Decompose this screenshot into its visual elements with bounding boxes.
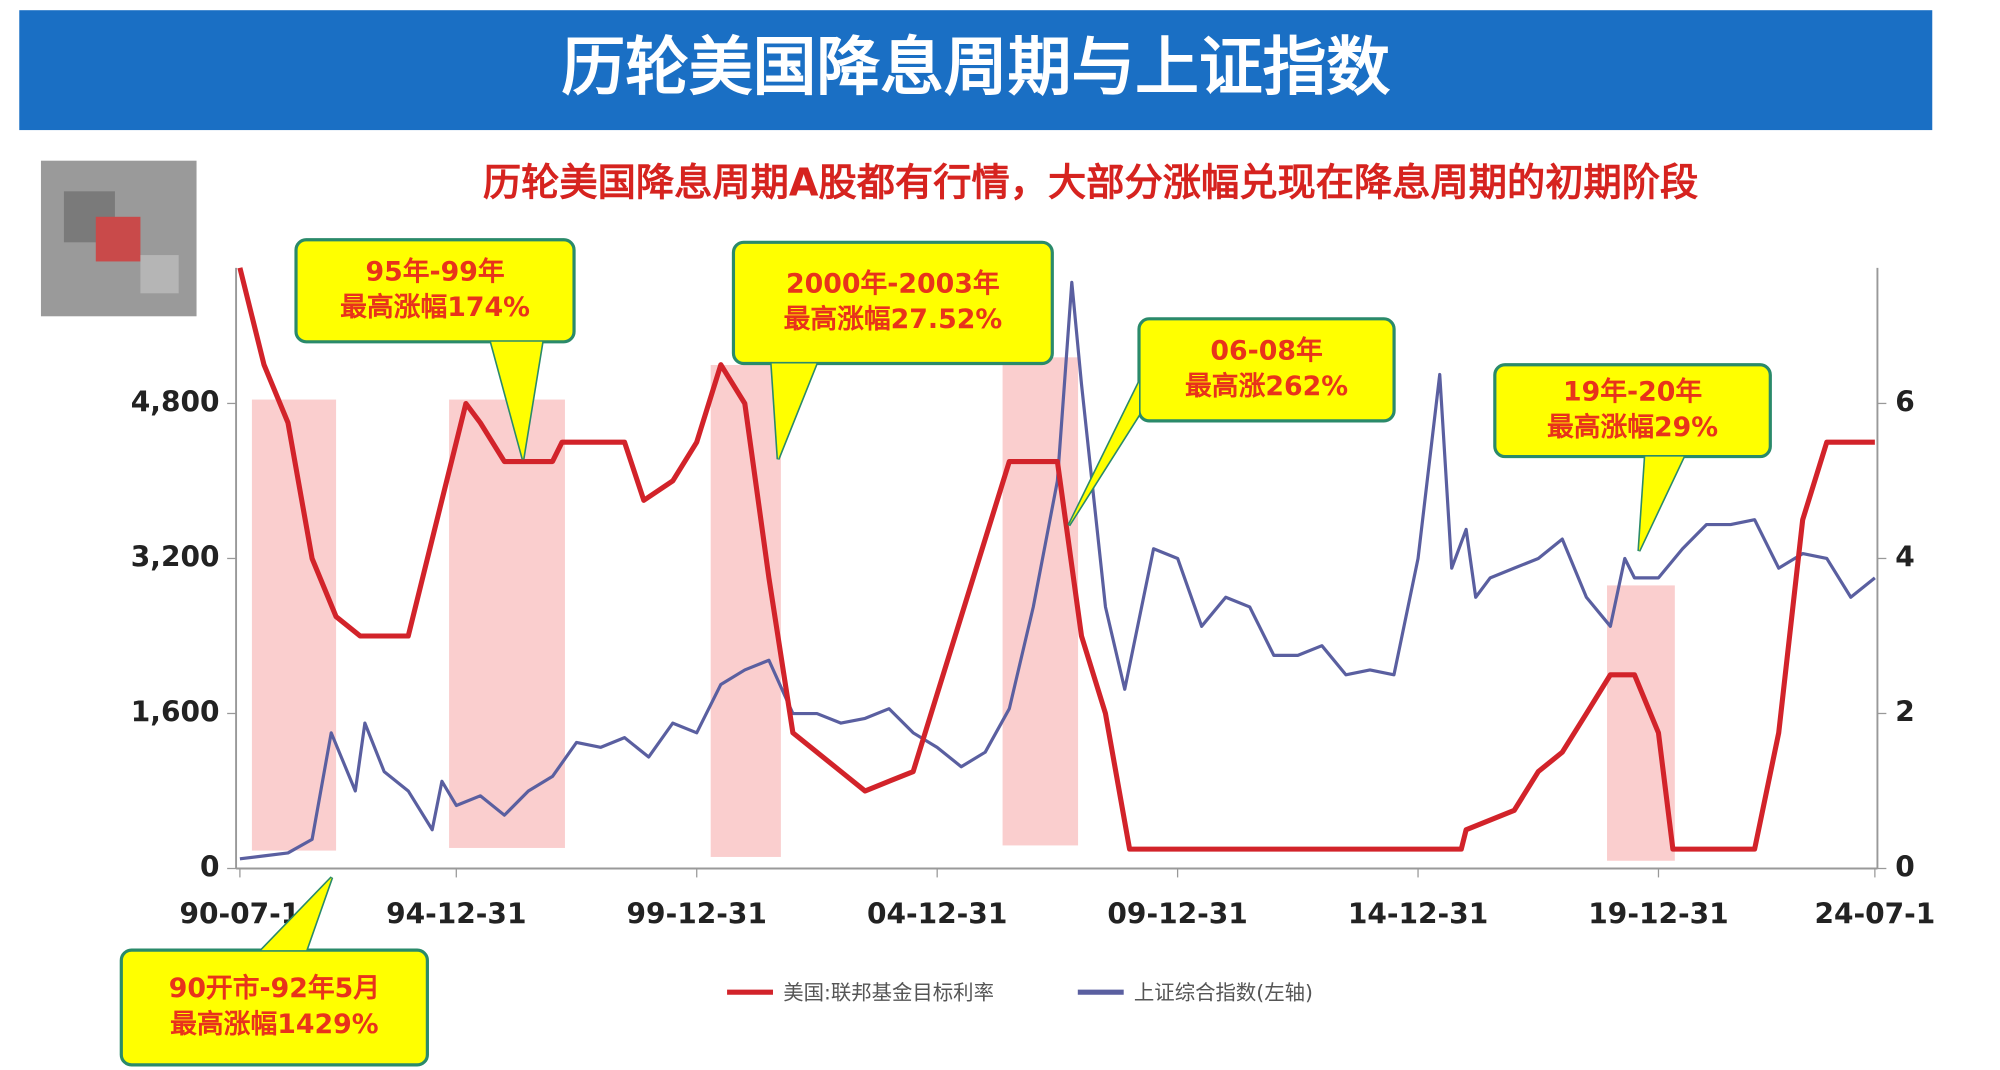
y2-tick-label: 4 (1895, 540, 1915, 573)
chart-subtitle: 历轮美国降息周期A股都有行情，大部分涨幅兑现在降息周期的初期阶段 (483, 160, 1698, 205)
callout-box (119, 948, 429, 1067)
callout-text: 90开市-92年5月 (169, 972, 380, 1004)
y2-tick-label: 2 (1895, 695, 1915, 728)
x-tick-label: 04-12-31 (867, 898, 1007, 931)
shaded-period (1002, 357, 1079, 846)
x-tick-label: 19-12-31 (1588, 898, 1728, 931)
callout-seam (771, 363, 817, 460)
callout-text: 最高涨幅174% (340, 291, 530, 323)
callout-seam (1638, 456, 1684, 551)
callout-box (294, 238, 576, 344)
callout-text: 最高涨幅29% (1547, 411, 1718, 443)
callout-text: 19年-20年 (1563, 375, 1702, 407)
legend-label: 美国:联邦基金目标利率 (783, 980, 994, 1004)
callout-box (1137, 317, 1396, 423)
x-tick-label: 14-12-31 (1348, 898, 1488, 931)
legend-label: 上证综合指数(左轴) (1134, 980, 1313, 1004)
callout-box (731, 240, 1054, 366)
callout-box (1493, 363, 1772, 459)
callout-text: 最高涨幅1429% (170, 1008, 378, 1040)
callout-text: 2000年-2003年 (786, 268, 1000, 300)
y-tick-label: 1,600 (131, 695, 220, 728)
chart-title: 历轮美国降息周期与上证指数 (561, 31, 1390, 105)
logo (40, 160, 197, 317)
y-tick-label: 0 (200, 850, 220, 883)
callout-seam (491, 341, 543, 460)
shaded-period (449, 399, 565, 848)
y2-tick-label: 0 (1895, 850, 1915, 883)
x-tick-label: 09-12-31 (1107, 898, 1247, 931)
callout-text: 最高涨262% (1185, 370, 1348, 402)
series-line (237, 267, 1875, 852)
title-bar (19, 10, 1933, 131)
callout-text: 最高涨幅27.52% (784, 303, 1003, 335)
series-line (239, 280, 1876, 861)
shaded-period (1607, 585, 1675, 861)
y-tick-label: 4,800 (131, 385, 220, 418)
callout-text: 95年-99年 (365, 255, 504, 287)
x-tick-label: 94-12-31 (386, 898, 526, 931)
callout-text: 06-08年 (1210, 334, 1322, 366)
x-tick-label: 99-12-31 (627, 898, 767, 931)
y-tick-label: 3,200 (131, 540, 220, 573)
y2-tick-label: 6 (1895, 385, 1915, 418)
x-tick-label: 90-07-1 (179, 898, 300, 931)
shaded-period (710, 364, 781, 857)
x-tick-label: 24-07-1 (1814, 898, 1935, 931)
callout-seam (1068, 382, 1140, 526)
